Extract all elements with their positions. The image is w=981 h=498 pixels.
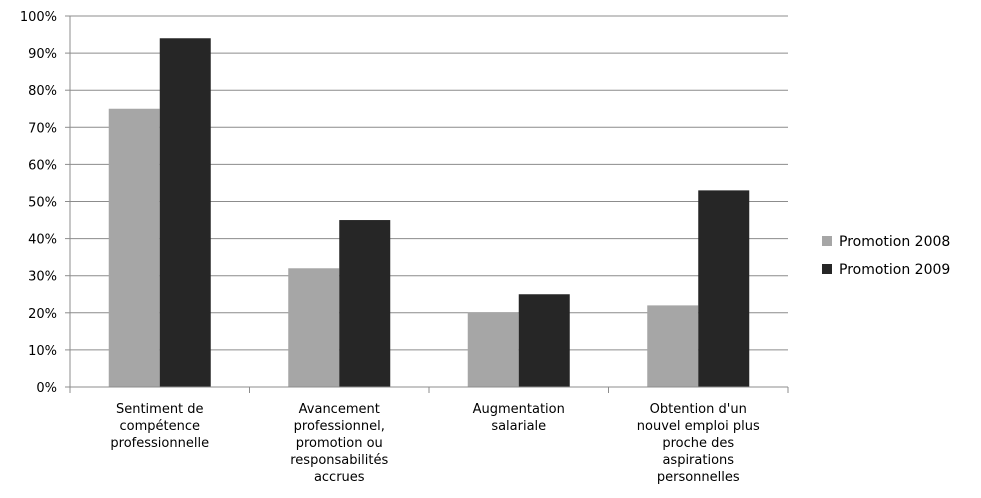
x-axis-category-labels: Sentiment de compétence professionnelle Ava… — [110, 402, 760, 485]
y-tick-label: 10% — [28, 344, 57, 359]
bar-series-1 — [108, 108, 160, 387]
legend-swatch — [822, 264, 832, 274]
x-category-label: Augmentation salariale — [473, 402, 565, 434]
y-axis-tick-labels: 0% 10% 20% 30% 40% 50% 60% 70% 80% 90% 100% — [20, 10, 57, 396]
bars — [108, 38, 750, 387]
y-tick-label: 50% — [28, 196, 57, 211]
y-tick-label: 90% — [28, 47, 57, 62]
legend-label: Promotion 2008 — [839, 234, 950, 250]
bar-series-2 — [518, 294, 570, 387]
y-tick-label: 40% — [28, 233, 57, 248]
axes — [65, 15, 789, 393]
bar-series-2 — [159, 38, 211, 387]
y-tick-label: 20% — [28, 307, 57, 322]
bar-series-2 — [339, 220, 391, 387]
y-tick-label: 60% — [28, 158, 57, 173]
y-tick-label: 100% — [20, 10, 57, 25]
bar-series-1 — [288, 268, 340, 387]
y-tick-label: 30% — [28, 270, 57, 285]
legend-label: Promotion 2009 — [839, 262, 950, 278]
bar-series-2 — [698, 190, 750, 387]
legend: Promotion 2008 Promotion 2009 — [822, 234, 950, 278]
x-category-label: Sentiment de compétence professionnelle — [110, 402, 209, 451]
x-category-label: Obtention d'un nouvel emploi plus proche d… — [637, 402, 760, 485]
y-tick-label: 80% — [28, 84, 57, 99]
x-category-label: Avancement professionnel, promotion ou resp… — [290, 402, 388, 485]
legend-swatch — [822, 236, 832, 246]
y-tick-label: 0% — [36, 381, 57, 396]
bar-series-1 — [467, 312, 519, 387]
y-tick-label: 70% — [28, 121, 57, 136]
bar-series-1 — [647, 305, 699, 387]
